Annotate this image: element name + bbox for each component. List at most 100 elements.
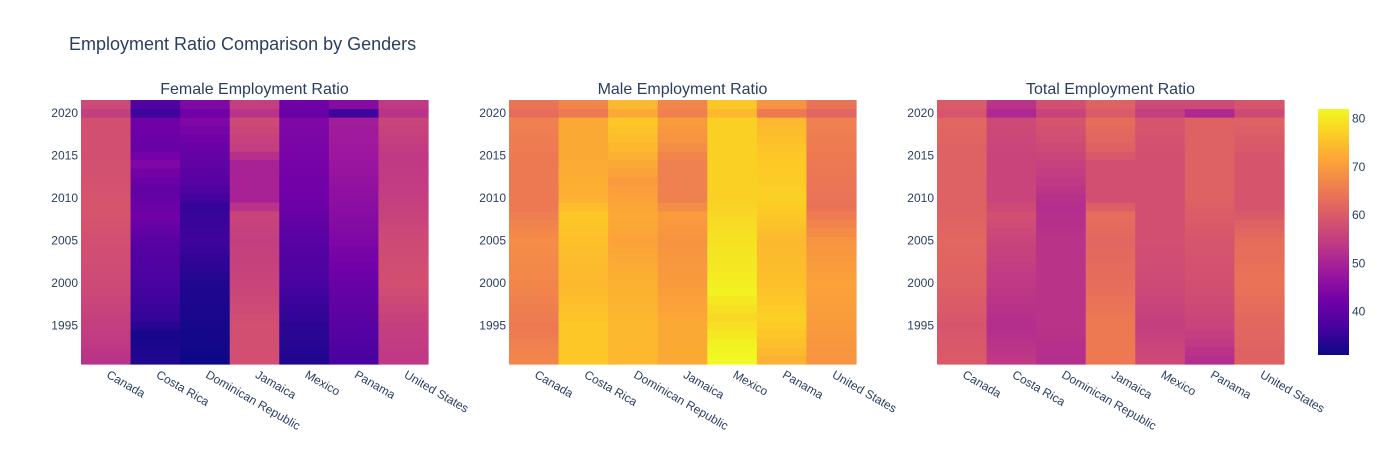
heatmap-cell bbox=[707, 236, 758, 246]
heatmap-cell bbox=[378, 159, 429, 169]
heatmap-cell bbox=[81, 100, 132, 110]
heatmap-cell bbox=[756, 108, 808, 118]
heatmap-cell bbox=[180, 312, 231, 323]
heatmap-cell bbox=[608, 151, 659, 161]
heatmap-cell bbox=[509, 227, 560, 237]
heatmap-cell bbox=[707, 321, 758, 331]
heatmap-cell bbox=[130, 185, 181, 195]
heatmap-cell bbox=[1036, 304, 1087, 314]
heatmap-cell bbox=[509, 253, 560, 263]
heatmap-cell bbox=[1184, 168, 1236, 178]
heatmap-cell bbox=[378, 100, 429, 110]
heatmap-cell bbox=[756, 142, 808, 152]
heatmap-cell bbox=[378, 287, 429, 297]
heatmap-cell bbox=[279, 134, 330, 144]
heatmap-cell bbox=[1135, 210, 1186, 220]
heatmap-cell bbox=[756, 117, 808, 127]
heatmap-cell bbox=[707, 329, 758, 340]
heatmap-cell bbox=[1184, 355, 1236, 365]
heatmap-cell bbox=[1184, 134, 1236, 144]
heatmap-cell bbox=[229, 270, 280, 280]
heatmap-cell bbox=[657, 125, 708, 135]
heatmap-cell bbox=[937, 321, 988, 331]
heatmap-cell bbox=[1135, 108, 1186, 118]
y-tick-label: 1995 bbox=[907, 319, 934, 333]
y-tick-label: 1995 bbox=[479, 319, 506, 333]
heatmap-cell bbox=[707, 159, 758, 169]
heatmap-cell bbox=[81, 329, 132, 340]
heatmap-cell bbox=[229, 176, 280, 186]
heatmap-cell bbox=[608, 253, 659, 263]
x-tick-label: Costa Rica bbox=[582, 367, 640, 409]
heatmap-cell bbox=[378, 151, 429, 161]
x-tick-label: United States bbox=[1258, 367, 1327, 415]
heatmap-cell bbox=[1234, 270, 1285, 280]
heatmap-cell bbox=[1085, 125, 1136, 135]
heatmap-cell bbox=[1234, 261, 1285, 271]
heatmap-cell bbox=[608, 329, 659, 340]
heatmap-cell bbox=[328, 227, 380, 237]
heatmap-cell bbox=[1036, 312, 1087, 323]
heatmap-cell bbox=[657, 134, 708, 144]
heatmap-cell bbox=[608, 193, 659, 203]
heatmap-cell bbox=[1234, 219, 1285, 229]
heatmap-cell bbox=[1234, 117, 1285, 127]
heatmap-cell bbox=[937, 108, 988, 118]
heatmap-cell bbox=[806, 151, 857, 161]
heatmap-cell bbox=[558, 244, 609, 254]
heatmap-cell bbox=[229, 295, 280, 305]
heatmap-cell bbox=[180, 253, 231, 263]
heatmap-cell bbox=[1036, 219, 1087, 229]
heatmap-cell bbox=[558, 108, 609, 118]
heatmap-cell bbox=[1184, 142, 1236, 152]
heatmap-cell bbox=[1184, 176, 1236, 186]
heatmap-cell bbox=[279, 219, 330, 229]
heatmap-cell bbox=[1234, 236, 1285, 246]
heatmap-cell bbox=[1184, 159, 1236, 169]
heatmap-cell bbox=[1184, 312, 1236, 323]
heatmap-cell bbox=[806, 142, 857, 152]
heatmap-cell bbox=[707, 227, 758, 237]
heatmap-cell bbox=[130, 100, 181, 110]
heatmap-cell bbox=[279, 261, 330, 271]
heatmap-cell bbox=[937, 159, 988, 169]
heatmap-cell bbox=[81, 219, 132, 229]
y-tick-label: 1995 bbox=[51, 319, 78, 333]
heatmap-cell bbox=[1085, 142, 1136, 152]
heatmap-cell bbox=[180, 125, 231, 135]
heatmap-cell bbox=[180, 278, 231, 288]
heatmap-cell bbox=[130, 219, 181, 229]
heatmap-cell bbox=[1184, 151, 1236, 161]
heatmap-cell bbox=[81, 287, 132, 297]
heatmap-cell bbox=[1184, 304, 1236, 314]
heatmap-cell bbox=[806, 253, 857, 263]
heatmap-cell bbox=[608, 338, 659, 348]
heatmap-cell bbox=[986, 295, 1037, 305]
heatmap-cell bbox=[558, 261, 609, 271]
heatmap-cell bbox=[279, 210, 330, 220]
heatmap-cell bbox=[937, 355, 988, 365]
heatmap-cell bbox=[657, 100, 708, 110]
heatmap-cell bbox=[657, 117, 708, 127]
heatmap-cell bbox=[1085, 312, 1136, 323]
heatmap-cell bbox=[756, 159, 808, 169]
heatmap-cell bbox=[558, 125, 609, 135]
heatmap-cell bbox=[229, 321, 280, 331]
heatmap-cell bbox=[558, 321, 609, 331]
heatmap-cell bbox=[1085, 210, 1136, 220]
heatmap-cell bbox=[229, 100, 280, 110]
heatmap-cell bbox=[1085, 261, 1136, 271]
heatmap-cell bbox=[1184, 278, 1236, 288]
heatmap-cell bbox=[328, 185, 380, 195]
heatmap-cell bbox=[509, 193, 560, 203]
heatmap-cell bbox=[608, 202, 659, 212]
heatmap-cell bbox=[1036, 100, 1087, 110]
heatmap-cell bbox=[1234, 312, 1285, 323]
heatmap-cell bbox=[1184, 270, 1236, 280]
heatmap-cell bbox=[328, 329, 380, 340]
heatmap-cell bbox=[937, 227, 988, 237]
heatmap-cell bbox=[986, 108, 1037, 118]
y-tick-label: 2005 bbox=[51, 234, 78, 248]
heatmap-cell bbox=[180, 108, 231, 118]
